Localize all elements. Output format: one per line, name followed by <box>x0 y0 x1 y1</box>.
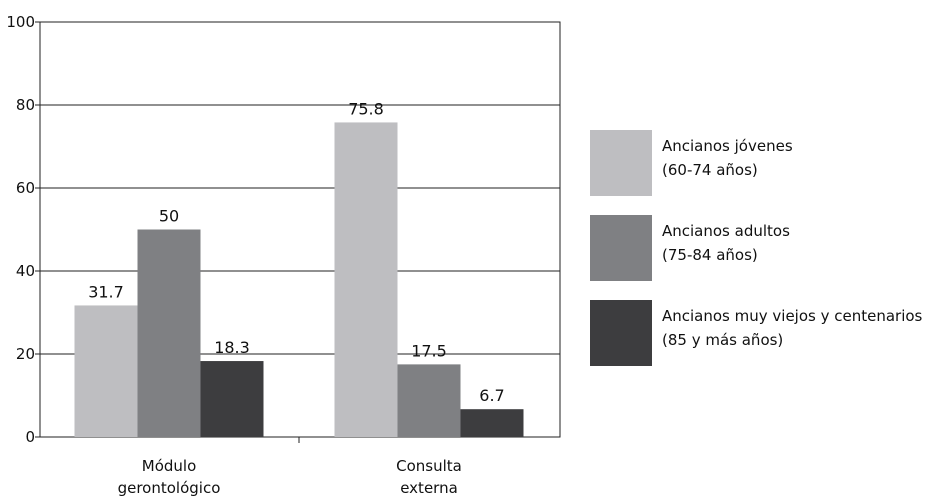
legend-item: Ancianos adultos (75-84 años) <box>590 215 948 281</box>
y-tick-label: 0 <box>25 428 35 446</box>
data-label: 18.3 <box>214 338 250 357</box>
legend-label-line: (85 y más años) <box>662 331 784 349</box>
legend-swatch <box>590 215 652 281</box>
x-category-label: externa <box>400 479 458 497</box>
bar <box>137 229 201 437</box>
legend-item: Ancianos jóvenes (60-74 años) <box>590 130 948 196</box>
bar <box>200 361 264 437</box>
legend-label: Ancianos jóvenes (60-74 años) <box>662 130 793 182</box>
legend-label: Ancianos adultos (75-84 años) <box>662 215 790 267</box>
bar <box>460 409 524 437</box>
legend-label: Ancianos muy viejos y centenarios (85 y m… <box>662 300 922 352</box>
data-label: 17.5 <box>411 341 447 360</box>
legend-label-line: Ancianos jóvenes <box>662 137 793 155</box>
bar <box>334 122 398 438</box>
plot-frame <box>39 21 561 438</box>
data-label: 75.8 <box>348 99 384 118</box>
legend-label-line: Ancianos muy viejos y centenarios <box>662 307 923 325</box>
y-tick-label: 20 <box>16 345 35 363</box>
bar <box>397 364 461 437</box>
y-tick-label: 60 <box>16 179 35 197</box>
legend-label-line: (75-84 años) <box>662 246 758 264</box>
x-category-label: Consulta <box>396 457 462 475</box>
data-label: 6.7 <box>479 386 504 405</box>
y-tick-label: 40 <box>16 262 35 280</box>
legend-label-line: (60-74 años) <box>662 161 758 179</box>
legend-label-line: Ancianos adultos <box>662 222 790 240</box>
data-label: 50 <box>159 207 179 226</box>
data-label: 31.7 <box>88 282 124 301</box>
legend: Ancianos jóvenes (60-74 años) Ancianos adu… <box>590 130 948 385</box>
legend-item: Ancianos muy viejos y centenarios (85 y m… <box>590 300 948 366</box>
y-tick-label: 80 <box>16 96 35 114</box>
x-category-label: gerontológico <box>118 479 221 497</box>
y-tick-label: 100 <box>6 13 35 31</box>
legend-swatch <box>590 300 652 366</box>
legend-swatch <box>590 130 652 196</box>
bar <box>74 305 138 437</box>
x-category-label: Módulo <box>142 457 197 475</box>
